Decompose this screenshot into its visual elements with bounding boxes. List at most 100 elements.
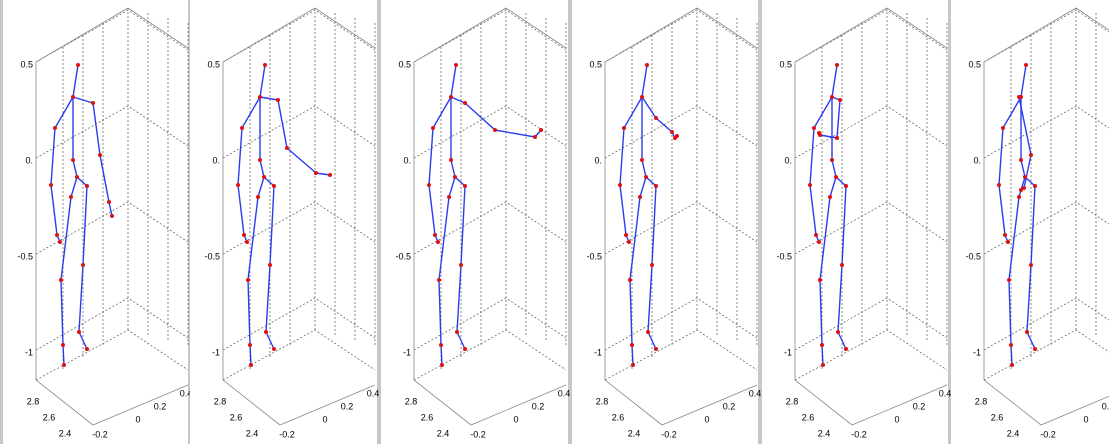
joint	[1017, 95, 1021, 99]
y-tick-label: 0	[1083, 414, 1088, 424]
joint	[645, 63, 649, 67]
joint	[91, 101, 95, 105]
joint	[631, 363, 635, 367]
y-tick-label: 0.2	[723, 401, 736, 411]
joint	[62, 363, 66, 367]
joint	[436, 240, 440, 244]
panel: 0.50.-0.5-12.82.62.4-0.200.20.4	[381, 0, 570, 444]
x-tick-label: 2.4	[59, 428, 72, 438]
joint	[836, 330, 840, 334]
z-tick-label: 0.	[973, 155, 981, 165]
joint	[1010, 363, 1014, 367]
joint	[256, 195, 260, 199]
joint	[77, 330, 81, 334]
x-tick-label: 2.4	[437, 428, 450, 438]
joint	[463, 347, 467, 351]
x-tick-label: 2.8	[27, 396, 40, 406]
figure: 0.50.-0.5-12.82.62.4-0.200.20.40.50.-0.5…	[0, 0, 1109, 444]
joint	[246, 278, 250, 282]
z-tick-label: 0.	[403, 155, 411, 165]
x-tick-label: 2.4	[246, 428, 259, 438]
z-tick-label: 0.5	[20, 59, 33, 69]
joint	[1001, 126, 1005, 130]
joint	[834, 175, 838, 179]
x-tick-label: 2.4	[818, 428, 831, 438]
joint	[830, 95, 834, 99]
z-tick-label: 0.	[25, 155, 33, 165]
y-tick-label: 0.4	[749, 388, 762, 398]
z-tick-label: -1	[212, 347, 220, 357]
joint	[817, 131, 821, 135]
joint	[812, 126, 816, 130]
joint	[76, 63, 80, 67]
joint	[646, 330, 650, 334]
z-tick-label: -0.5	[17, 251, 33, 261]
joint	[71, 95, 75, 99]
joint	[844, 347, 848, 351]
panel: 0.50.-0.5-12.82.62.4-0.200.20.4	[572, 0, 761, 444]
joint	[262, 175, 266, 179]
z-tick-label: -1	[973, 347, 981, 357]
bone	[1011, 345, 1012, 365]
bone	[632, 345, 633, 365]
panel: 0.50.-0.5-12.82.62.4-0.200.20.4	[3, 0, 192, 444]
joint	[638, 195, 642, 199]
joint	[1019, 158, 1023, 162]
x-tick-label: 2.4	[628, 428, 641, 438]
joint	[431, 126, 435, 130]
joint	[85, 184, 89, 188]
joint	[242, 233, 246, 237]
joint	[264, 330, 268, 334]
joint	[58, 240, 62, 244]
y-tick-label: 0	[135, 414, 140, 424]
joint	[835, 136, 839, 140]
z-tick-label: -0.5	[204, 251, 220, 261]
joint	[817, 240, 821, 244]
joint	[447, 195, 451, 199]
joint	[830, 158, 834, 162]
x-tick-label: 2.6	[612, 412, 625, 422]
bone	[441, 345, 442, 365]
joint	[110, 214, 114, 218]
joint	[439, 343, 443, 347]
joint	[808, 183, 812, 187]
joint	[820, 343, 824, 347]
z-tick-label: 0.5	[779, 59, 792, 69]
joint	[650, 263, 654, 267]
z-tick-label: -0.5	[395, 251, 411, 261]
joint	[997, 183, 1001, 187]
z-tick-label: 0.	[784, 155, 792, 165]
joint	[328, 173, 332, 177]
joint	[440, 363, 444, 367]
joint	[640, 95, 644, 99]
z-tick-label: 0.5	[398, 59, 411, 69]
joint	[1033, 347, 1037, 351]
y-tick-label: 0.4	[939, 388, 952, 398]
y-tick-label: 0.4	[367, 388, 380, 398]
joint	[276, 98, 280, 102]
z-tick-label: 0.5	[589, 59, 602, 69]
y-tick-label: -0.2	[92, 429, 108, 439]
joint	[1025, 330, 1029, 334]
y-tick-label: 0.2	[154, 401, 167, 411]
joint	[1019, 188, 1023, 192]
joint	[314, 171, 318, 175]
joint	[272, 184, 276, 188]
z-tick-label: -1	[25, 347, 33, 357]
joint	[258, 158, 262, 162]
z-tick-label: -1	[784, 347, 792, 357]
joint	[455, 330, 459, 334]
joint	[248, 343, 252, 347]
joint	[1033, 184, 1037, 188]
joint	[449, 158, 453, 162]
x-tick-label: 2.4	[1007, 428, 1020, 438]
joint	[828, 195, 832, 199]
joint	[630, 343, 634, 347]
joint	[1009, 343, 1013, 347]
joint	[272, 347, 276, 351]
joint	[49, 183, 53, 187]
joint	[98, 153, 102, 157]
joint	[818, 278, 822, 282]
joint	[493, 128, 497, 132]
z-tick-label: 0.5	[207, 59, 220, 69]
